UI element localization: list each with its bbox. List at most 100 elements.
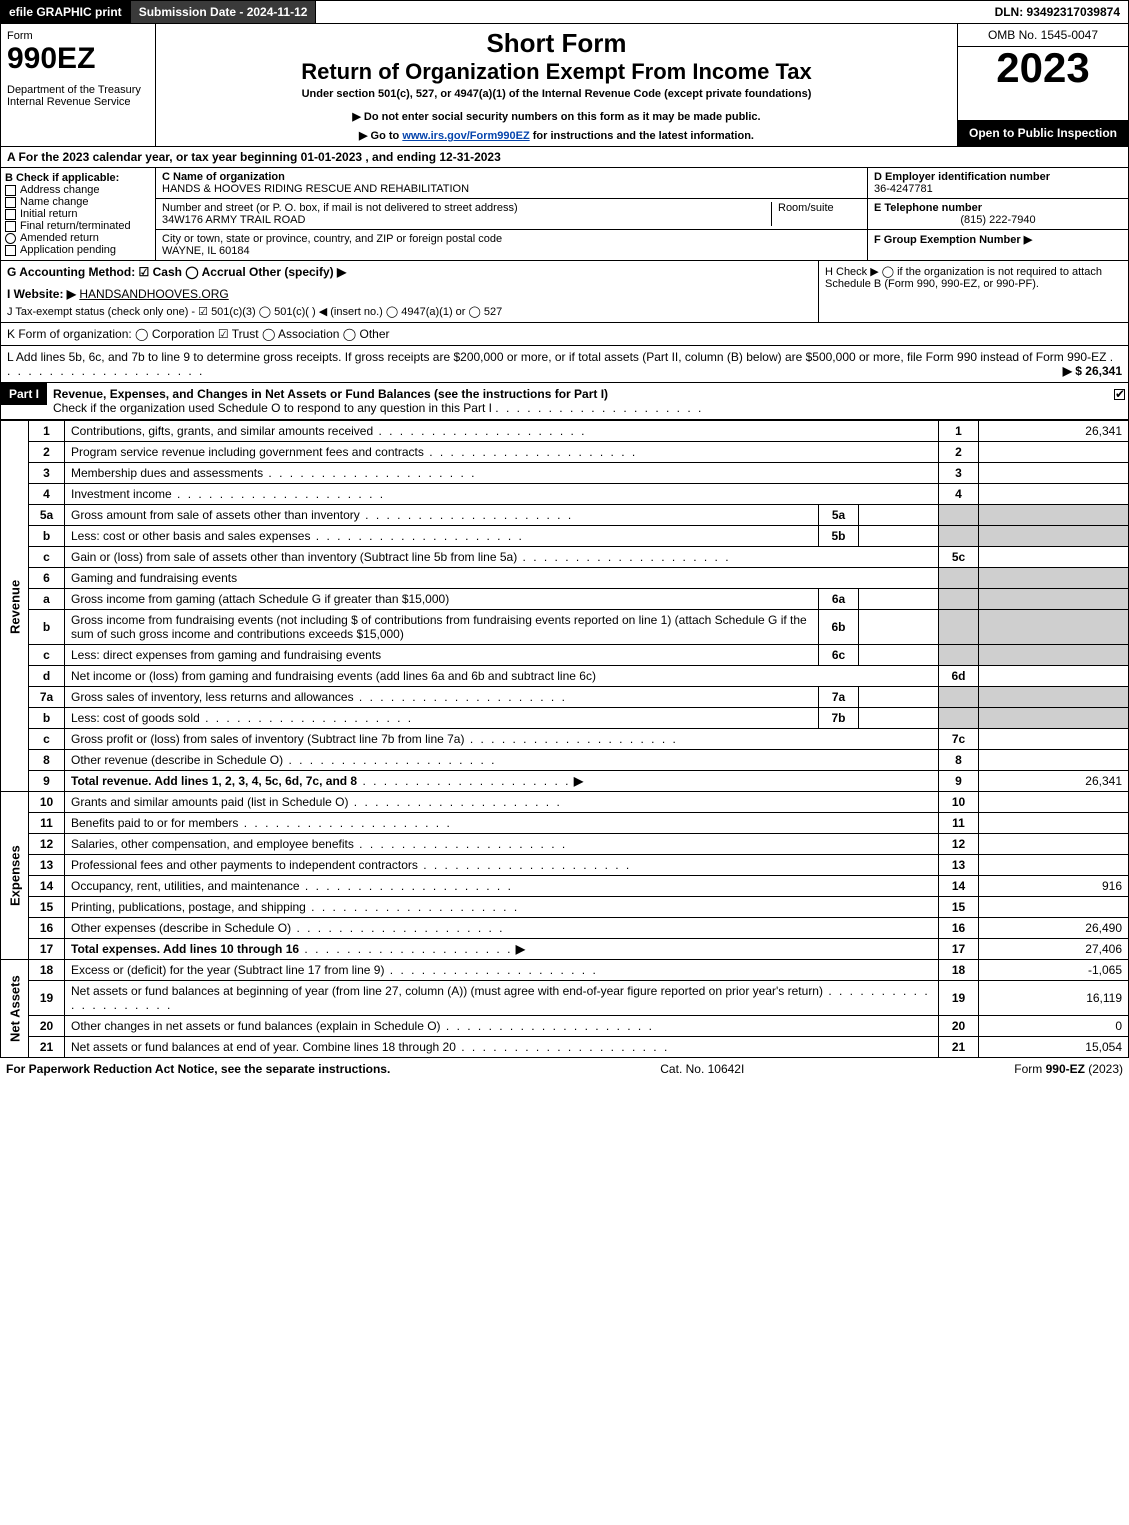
line-desc: Other revenue (describe in Schedule O): [71, 753, 283, 767]
checkbox-checked-icon[interactable]: [1114, 389, 1125, 400]
dots-icon: [306, 900, 519, 914]
line-desc: Occupancy, rent, utilities, and maintena…: [71, 879, 300, 893]
line-desc: Gross income from gaming (attach Schedul…: [65, 589, 819, 610]
line-desc: Gaming and fundraising events: [65, 568, 939, 589]
title-return: Return of Organization Exempt From Incom…: [160, 59, 953, 85]
line-desc: Other expenses (describe in Schedule O): [71, 921, 291, 935]
dept-label: Department of the Treasury Internal Reve…: [7, 84, 149, 108]
col-val-grey: [979, 568, 1129, 589]
lineno: 11: [29, 813, 65, 834]
g-text: G Accounting Method: ☑ Cash ◯ Accrual Ot…: [7, 265, 812, 279]
col-val: [979, 855, 1129, 876]
col-num: 20: [939, 1016, 979, 1037]
col-num: 18: [939, 960, 979, 981]
line-desc: Gain or (loss) from sale of assets other…: [71, 550, 517, 564]
lineno: d: [29, 666, 65, 687]
col-num: 15: [939, 897, 979, 918]
b-opt-pending: Application pending: [5, 244, 151, 256]
col-num: 16: [939, 918, 979, 939]
lineno: c: [29, 729, 65, 750]
col-val: 15,054: [979, 1037, 1129, 1058]
irs-link[interactable]: www.irs.gov/Form990EZ: [402, 130, 529, 142]
subbox-val: [859, 645, 939, 666]
tax-year: 2023: [958, 47, 1128, 89]
col-num-grey: [939, 708, 979, 729]
checkbox-icon[interactable]: [5, 197, 16, 208]
lineno: 6: [29, 568, 65, 589]
col-num-grey: [939, 687, 979, 708]
checkbox-icon[interactable]: [5, 209, 16, 220]
l-amount: ▶ $ 26,341: [1063, 364, 1122, 378]
subbox-val: [859, 610, 939, 645]
subbox-label: 5a: [819, 505, 859, 526]
footer-left: For Paperwork Reduction Act Notice, see …: [6, 1062, 390, 1076]
dots-icon: [300, 879, 513, 893]
g-accounting: G Accounting Method: ☑ Cash ◯ Accrual Ot…: [1, 261, 818, 322]
col-val-grey: [979, 708, 1129, 729]
col-val: [979, 792, 1129, 813]
subbox-label: 5b: [819, 526, 859, 547]
col-val: [979, 463, 1129, 484]
header-center: Short Form Return of Organization Exempt…: [156, 24, 958, 146]
lineno: 13: [29, 855, 65, 876]
col-val-grey: [979, 610, 1129, 645]
footer-mid: Cat. No. 10642I: [390, 1062, 1014, 1076]
note-ssn: ▶ Do not enter social security numbers o…: [160, 110, 953, 123]
lineno: 12: [29, 834, 65, 855]
b-opt-final: Final return/terminated: [5, 220, 151, 232]
dots-icon: [360, 508, 573, 522]
col-num-grey: [939, 589, 979, 610]
line-desc: Total expenses. Add lines 10 through 16: [71, 942, 299, 956]
dots-icon: [348, 795, 561, 809]
info-block: B Check if applicable: Address change Na…: [0, 168, 1129, 261]
lineno: 5a: [29, 505, 65, 526]
col-num: 2: [939, 442, 979, 463]
col-num: 3: [939, 463, 979, 484]
radio-icon[interactable]: [5, 233, 16, 244]
open-to-public: Open to Public Inspection: [958, 120, 1128, 146]
col-num: 12: [939, 834, 979, 855]
form-number: 990EZ: [7, 42, 149, 76]
org-name: HANDS & HOOVES RIDING RESCUE AND REHABIL…: [162, 183, 469, 195]
efile-label: efile GRAPHIC print: [1, 1, 131, 23]
col-val: [979, 666, 1129, 687]
lineno: b: [29, 526, 65, 547]
phone-value: (815) 222-7940: [874, 214, 1122, 226]
room-suite-label: Room/suite: [771, 202, 861, 226]
dots-icon: [495, 401, 703, 415]
col-val: [979, 750, 1129, 771]
checkbox-icon[interactable]: [5, 185, 16, 196]
subbox-label: 6c: [819, 645, 859, 666]
dots-icon: [200, 711, 413, 725]
c-name: C Name of organization HANDS & HOOVES RI…: [156, 168, 867, 199]
line-desc: Less: direct expenses from gaming and fu…: [65, 645, 819, 666]
header-left: Form 990EZ Department of the Treasury In…: [1, 24, 156, 146]
col-b: B Check if applicable: Address change Na…: [1, 168, 156, 260]
c-city: City or town, state or province, country…: [156, 230, 867, 260]
footer-right: Form 990-EZ (2023): [1014, 1062, 1123, 1076]
website-value: HANDSANDHOOVES.ORG: [79, 287, 228, 301]
b-opt-name: Name change: [5, 196, 151, 208]
col-val-grey: [979, 505, 1129, 526]
side-expenses: Expenses: [1, 792, 29, 960]
lineno: 17: [29, 939, 65, 960]
note-goto: ▶ Go to www.irs.gov/Form990EZ for instru…: [160, 129, 953, 142]
col-val: [979, 729, 1129, 750]
c-city-label: City or town, state or province, country…: [162, 233, 502, 245]
l-gross-receipts: L Add lines 5b, 6c, and 7b to line 9 to …: [0, 346, 1129, 383]
part-i-check: Check if the organization used Schedule …: [53, 401, 492, 415]
lineno: 4: [29, 484, 65, 505]
col-num: 13: [939, 855, 979, 876]
lineno: 2: [29, 442, 65, 463]
dots-icon: [464, 732, 677, 746]
line-desc: Net income or (loss) from gaming and fun…: [71, 669, 596, 683]
lineno: b: [29, 610, 65, 645]
dots-icon: [441, 1019, 654, 1033]
col-num: 1: [939, 421, 979, 442]
dots-icon: [424, 445, 637, 459]
col-num: 5c: [939, 547, 979, 568]
dots-icon: [263, 466, 476, 480]
arrow-icon: ▶: [516, 942, 525, 956]
checkbox-icon[interactable]: [5, 221, 16, 232]
checkbox-icon[interactable]: [5, 245, 16, 256]
